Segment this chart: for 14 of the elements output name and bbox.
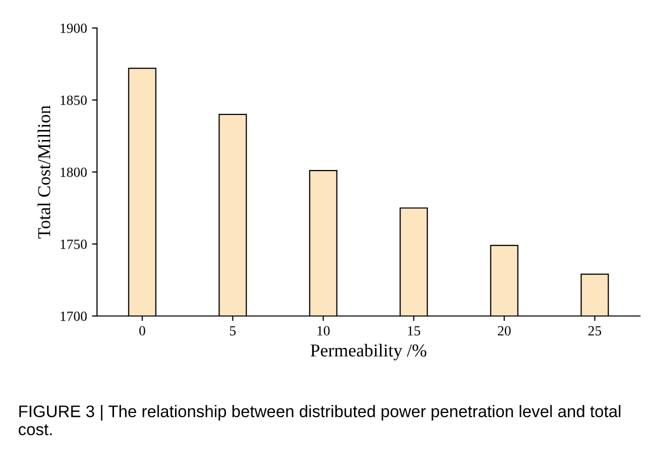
- x-axis-title: Permeability /%: [310, 344, 426, 360]
- y-tick-label: 1800: [60, 168, 87, 177]
- y-tick-label: 1750: [60, 240, 87, 249]
- x-tick-label: 15: [408, 326, 420, 336]
- x-tick-label: 5: [230, 326, 236, 336]
- x-tick-label: 25: [588, 326, 602, 336]
- caption: FIGURE 3 | The relationship between distributed power penetration level and total cost.: [18, 405, 620, 436]
- y-tick-label: 1900: [60, 24, 87, 33]
- x-tick-label: 10: [318, 326, 330, 336]
- x-tick-label: 20: [498, 326, 511, 336]
- x-tick-label: 0: [139, 326, 146, 336]
- y-axis-title: Total Cost/Million: [38, 105, 50, 238]
- y-tick-label: 1700: [60, 312, 87, 321]
- y-tick-label: 1850: [60, 96, 87, 105]
